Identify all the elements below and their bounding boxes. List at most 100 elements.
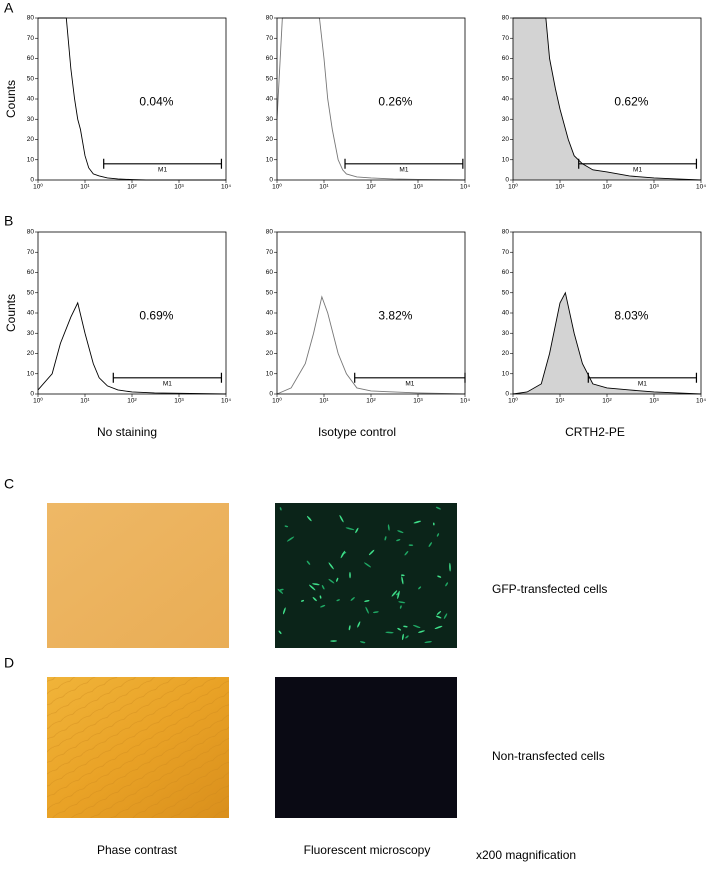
y-tick-label: 70 bbox=[266, 249, 274, 256]
x-tick-label: 10¹ bbox=[555, 398, 565, 405]
gate-marker bbox=[112, 372, 223, 383]
y-tick-label: 40 bbox=[266, 310, 274, 317]
gate-marker bbox=[103, 158, 223, 169]
gfp-cell bbox=[384, 536, 387, 541]
x-tick-label: 10² bbox=[366, 184, 376, 191]
histogram-line bbox=[37, 301, 227, 395]
gfp-cell bbox=[286, 536, 295, 542]
gfp-cell bbox=[428, 542, 432, 547]
gate-percentage: 3.82% bbox=[378, 308, 412, 322]
fluorescence-image bbox=[275, 503, 457, 648]
gate-percentage: 0.69% bbox=[139, 308, 173, 322]
gfp-cell bbox=[398, 601, 406, 604]
gfp-cell bbox=[401, 576, 404, 585]
panel-label: B bbox=[4, 213, 13, 229]
gfp-cell bbox=[282, 607, 286, 615]
y-tick-label: 0 bbox=[30, 391, 34, 398]
y-tick-label: 80 bbox=[266, 15, 274, 22]
x-tick-label: 10⁴ bbox=[221, 184, 231, 191]
y-tick-label: 30 bbox=[27, 330, 35, 337]
gfp-cell bbox=[319, 595, 322, 599]
y-tick-label: 70 bbox=[502, 35, 510, 42]
column-label: No staining bbox=[97, 425, 157, 439]
gfp-cell bbox=[402, 633, 404, 641]
gate-percentage: 0.04% bbox=[139, 94, 173, 108]
gfp-cell bbox=[413, 520, 422, 524]
fluorescence-image bbox=[275, 677, 457, 818]
x-tick-label: 10¹ bbox=[80, 398, 90, 405]
gfp-cell bbox=[284, 525, 289, 528]
gfp-cell bbox=[400, 574, 405, 577]
gate-percentage: 0.26% bbox=[378, 94, 412, 108]
y-tick-label: 20 bbox=[27, 136, 35, 143]
histogram-area bbox=[513, 292, 701, 394]
histogram: 0 10 20 30 40 50 60 70 80 10⁰ 10¹ 10² 10³ 10⁴ Counts M1… bbox=[4, 15, 231, 191]
gfp-cell bbox=[320, 605, 326, 608]
y-tick-label: 20 bbox=[502, 350, 510, 357]
y-tick-label: 80 bbox=[27, 229, 35, 236]
gfp-cell bbox=[404, 551, 409, 556]
plot-frame bbox=[276, 17, 466, 181]
histogram: 0 10 20 30 40 50 60 70 80 10⁰ 10¹ 10² 10³ 10⁴ M1 8.03% bbox=[502, 229, 706, 405]
gfp-cell bbox=[364, 562, 372, 568]
y-tick-label: 80 bbox=[27, 15, 35, 22]
gfp-cell bbox=[312, 583, 320, 586]
histogram: 0 10 20 30 40 50 60 70 80 10⁰ 10¹ 10² 10³ 10⁴ Counts M1… bbox=[4, 229, 231, 405]
panel-label: D bbox=[4, 655, 14, 671]
x-tick-label: 10² bbox=[602, 184, 612, 191]
y-tick-label: 0 bbox=[30, 177, 34, 184]
column-label: Fluorescent microscopy bbox=[304, 843, 431, 857]
column-label: Isotype control bbox=[318, 425, 396, 439]
gfp-cell bbox=[408, 544, 414, 546]
gate-label: M1 bbox=[399, 167, 408, 174]
plot-frame bbox=[512, 231, 702, 395]
gfp-cell bbox=[359, 641, 366, 644]
gfp-cell bbox=[330, 640, 338, 642]
x-tick-label: 10² bbox=[127, 184, 137, 191]
x-tick-label: 10⁰ bbox=[508, 183, 518, 191]
gfp-cell bbox=[399, 605, 402, 609]
gfp-cell bbox=[418, 586, 422, 590]
x-tick-label: 10³ bbox=[174, 184, 184, 191]
y-tick-label: 20 bbox=[27, 350, 35, 357]
y-tick-label: 10 bbox=[266, 156, 274, 163]
gfp-cell bbox=[339, 515, 344, 523]
x-tick-label: 10¹ bbox=[319, 398, 329, 405]
gfp-cell bbox=[387, 524, 390, 531]
x-tick-label: 10³ bbox=[649, 398, 659, 405]
y-tick-label: 30 bbox=[502, 116, 510, 123]
gate-label: M1 bbox=[158, 167, 167, 174]
gfp-cell bbox=[424, 641, 432, 643]
histogram-line bbox=[512, 291, 702, 395]
x-tick-label: 10¹ bbox=[555, 184, 565, 191]
gfp-cell bbox=[405, 635, 409, 639]
gfp-cell bbox=[336, 577, 339, 582]
y-tick-label: 70 bbox=[266, 35, 274, 42]
y-tick-label: 60 bbox=[266, 269, 274, 276]
x-tick-label: 10³ bbox=[413, 184, 423, 191]
x-tick-label: 10⁰ bbox=[272, 183, 282, 191]
column-label: CRTH2-PE bbox=[565, 425, 625, 439]
x-tick-label: 10⁰ bbox=[508, 397, 518, 405]
gfp-cell bbox=[364, 600, 370, 602]
gfp-cell bbox=[278, 630, 282, 635]
y-tick-label: 0 bbox=[505, 391, 509, 398]
y-tick-label: 50 bbox=[27, 289, 35, 296]
y-tick-label: 20 bbox=[266, 136, 274, 143]
histogram-line bbox=[38, 17, 226, 181]
gfp-cell bbox=[435, 506, 441, 510]
gate-label: M1 bbox=[638, 381, 647, 388]
gfp-cell bbox=[403, 625, 408, 628]
gfp-cell bbox=[306, 515, 312, 522]
gfp-cell bbox=[445, 582, 449, 587]
x-tick-label: 10³ bbox=[174, 398, 184, 405]
plot-frame bbox=[276, 231, 466, 395]
y-tick-label: 30 bbox=[27, 116, 35, 123]
gate-label: M1 bbox=[633, 167, 642, 174]
histogram-line bbox=[276, 17, 466, 181]
y-tick-label: 70 bbox=[27, 35, 35, 42]
gfp-cell bbox=[449, 562, 451, 572]
y-tick-label: 10 bbox=[27, 370, 35, 377]
